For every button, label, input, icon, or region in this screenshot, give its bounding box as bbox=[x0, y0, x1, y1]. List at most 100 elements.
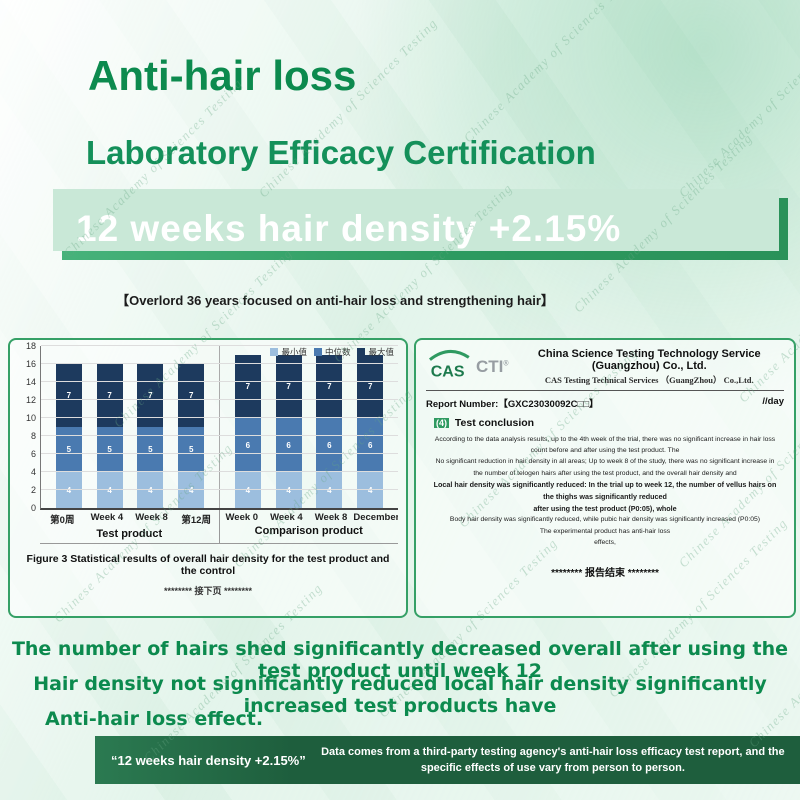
bar-segment: 7 bbox=[178, 364, 205, 427]
y-tick-label: 18 bbox=[25, 341, 36, 351]
report-header: CAS CTI® China Science Testing Technolog… bbox=[426, 348, 784, 391]
bar-segment: 6 bbox=[234, 418, 261, 472]
chart-caption: Figure 3 Statistical results of overall … bbox=[26, 553, 390, 577]
conclusion-line-1: The number of hairs shed significantly d… bbox=[11, 638, 789, 682]
banner-text: 12 weeks hair density +2.15% bbox=[76, 208, 622, 249]
x-axis-cells: Week 0 Week 4 Week 8 December bbox=[220, 512, 398, 523]
chart-gridline bbox=[41, 345, 398, 346]
x-axis-group: Week 0 Week 4 Week 8 December Comparison pro… bbox=[218, 510, 398, 543]
chart-gridline bbox=[41, 417, 398, 418]
chart-gridline bbox=[41, 453, 398, 454]
y-tick-label: 14 bbox=[25, 377, 36, 387]
x-tick-label: December bbox=[353, 512, 398, 523]
report-body: According to the data analysis results, … bbox=[426, 434, 784, 548]
section-number-chip: (4) bbox=[434, 418, 449, 428]
conclusion-line-2: Hair density not significantly reduced l… bbox=[33, 673, 767, 717]
y-tick-label: 6 bbox=[30, 449, 36, 459]
cti-logo: CTI® bbox=[476, 357, 509, 376]
report-body-line: Body hair density was significantly redu… bbox=[449, 516, 761, 524]
legend-label: 最小值 bbox=[281, 347, 307, 357]
watermark-text: Chinese Academy of Sciences Testing bbox=[675, 15, 800, 201]
report-org-subname: CAS Testing Technical Services （GuangZho… bbox=[544, 375, 754, 385]
bar-segment: 7 bbox=[96, 364, 123, 427]
bar-segment: 7 bbox=[316, 355, 343, 418]
bar-segment: 4 bbox=[316, 472, 343, 508]
chart-footnote: ******** 接下页 ******** bbox=[163, 586, 253, 596]
y-tick-label: 4 bbox=[30, 467, 36, 477]
y-tick-label: 10 bbox=[25, 413, 36, 423]
report-org: China Science Testing Technology Service… bbox=[515, 348, 784, 386]
report-end-line: ******** 报告结束 ******** bbox=[551, 568, 659, 580]
report-body-line: effects, bbox=[594, 538, 616, 546]
section-title: Test conclusion bbox=[454, 417, 535, 429]
report-body-line: According to the data analysis results, … bbox=[434, 436, 776, 455]
legend-swatch bbox=[270, 348, 279, 356]
watermark-text: Chinese Academy of Sciences Testing bbox=[255, 15, 441, 201]
headline-banner: 12 weeks hair density +2.15% bbox=[53, 189, 788, 260]
report-panel: CAS CTI® China Science Testing Technolog… bbox=[414, 338, 796, 618]
legend-swatch bbox=[313, 348, 322, 356]
cas-logo-graphic: CAS bbox=[429, 349, 470, 380]
report-body-line: No significant reduction in hair density… bbox=[435, 458, 775, 477]
bar-segment: 5 bbox=[96, 427, 123, 472]
bar-segment: 6 bbox=[316, 418, 343, 472]
bar-segment: 7 bbox=[275, 355, 302, 418]
bar-segment: 7 bbox=[55, 364, 82, 427]
report-date-note: //day bbox=[762, 396, 784, 407]
report-number: Report Number:【GXC23030092C□□】 bbox=[426, 399, 599, 410]
y-tick-label: 8 bbox=[30, 431, 36, 441]
x-tick-label: Week 8 bbox=[314, 512, 348, 523]
bar-segment: 6 bbox=[357, 418, 384, 472]
x-group-name: Comparison product bbox=[254, 525, 363, 537]
footer-quote: “12 weeks hair density +2.15%” bbox=[111, 752, 306, 768]
x-tick-label: Week 4 bbox=[270, 512, 303, 523]
x-tick-label: Week 4 bbox=[90, 512, 124, 523]
bar-segment: 4 bbox=[137, 472, 164, 508]
bar-segment: 5 bbox=[55, 427, 82, 472]
chart-gridline bbox=[41, 381, 398, 382]
chart-x-axis: 第0周 Week 4 Week 8 第12周 Test product Week 0 Wee… bbox=[40, 510, 398, 544]
report-body-line: The experimental product has anti-hair l… bbox=[539, 527, 671, 535]
x-axis-group: 第0周 Week 4 Week 8 第12周 Test product bbox=[40, 510, 219, 543]
chart-gridline bbox=[41, 471, 398, 472]
bar-segment: 4 bbox=[275, 472, 302, 508]
bar-segment: 4 bbox=[178, 472, 205, 508]
legend-item: 中位数 bbox=[313, 346, 350, 358]
chart-gridline bbox=[41, 489, 398, 490]
x-axis-cells: 第0周 Week 4 Week 8 第12周 bbox=[40, 512, 219, 526]
footer-disclaimer: Data comes from a third-party testing ag… bbox=[321, 745, 785, 775]
page-subtitle: Laboratory Efficacy Certification bbox=[86, 134, 596, 171]
x-group-name: Test product bbox=[96, 528, 163, 540]
y-tick-label: 16 bbox=[25, 359, 36, 369]
cas-logo-icon: CAS bbox=[426, 349, 474, 386]
x-tick-label: 第12周 bbox=[181, 515, 211, 526]
x-tick-label: Week 8 bbox=[135, 512, 168, 523]
legend-label: 最大值 bbox=[368, 347, 394, 357]
page-title: Anti-hair loss bbox=[88, 52, 357, 99]
x-tick-label: Week 0 bbox=[225, 512, 259, 523]
bar-segment: 4 bbox=[357, 472, 384, 508]
legend-item: 最小值 bbox=[270, 346, 307, 358]
chart-legend: 最小值 中位数 最大值 bbox=[270, 346, 394, 358]
chart-gridline bbox=[41, 435, 398, 436]
chart-gridline bbox=[41, 399, 398, 400]
legend-swatch bbox=[357, 348, 366, 356]
bar-segment: 7 bbox=[137, 364, 164, 427]
bar-segment: 4 bbox=[55, 472, 82, 508]
y-tick-label: 12 bbox=[25, 395, 36, 405]
report-body-line: after using the test product (P0:05), wh… bbox=[533, 503, 677, 513]
brand-tagline: 【Overlord 36 years focused on anti-hair … bbox=[116, 293, 554, 308]
legend-item: 最大值 bbox=[357, 346, 394, 358]
